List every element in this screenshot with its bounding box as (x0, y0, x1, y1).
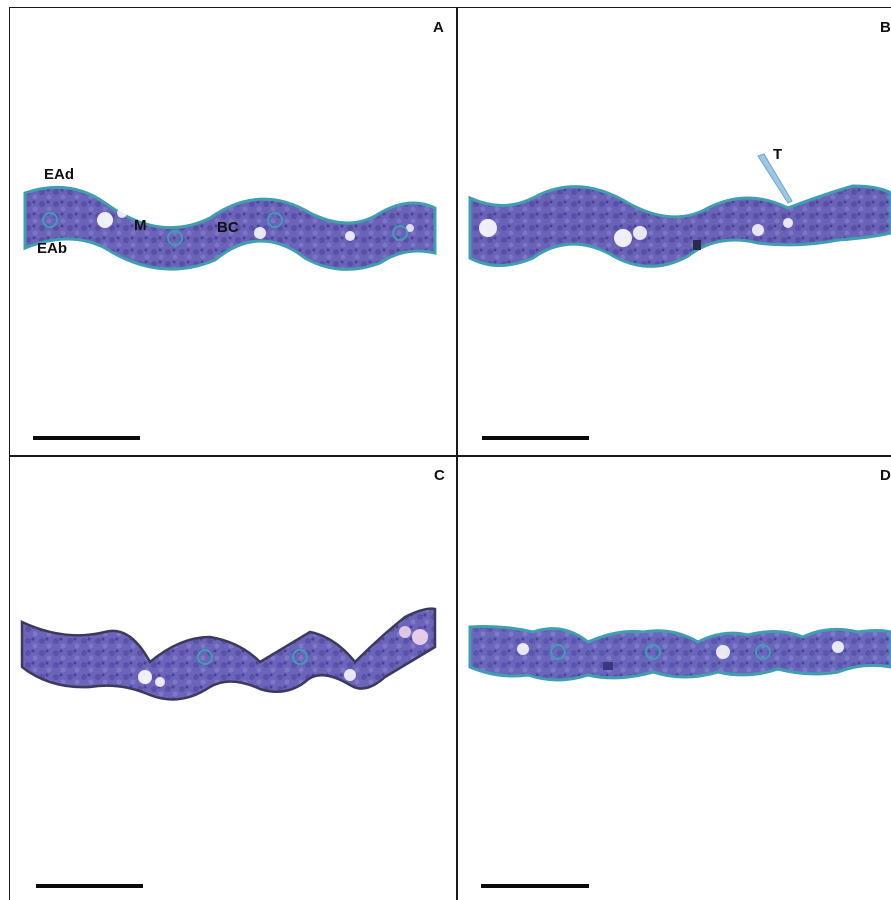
panel-c: C (10, 457, 456, 900)
border-middle-vertical (456, 7, 458, 900)
scale-bar-c (36, 884, 143, 888)
scale-bar-d (481, 884, 589, 888)
annotation-trichome: T (773, 146, 783, 163)
panel-label-b: B (880, 19, 891, 36)
panel-a: A EAd EAb M BC (10, 8, 456, 455)
panel-b: B T (458, 8, 891, 455)
annotation-adaxial-epidermis: EAd (44, 166, 74, 183)
scale-bar-a (33, 436, 140, 440)
panel-d: D (458, 457, 891, 900)
panel-label-d: D (880, 467, 891, 484)
panel-label-c: C (434, 467, 445, 484)
annotation-bulliform-cell: BC (217, 219, 239, 236)
scale-bar-b (482, 436, 589, 440)
leaf-section-a (23, 185, 437, 271)
leaf-section-d (468, 625, 891, 682)
panel-label-a: A (433, 19, 444, 36)
border-left (9, 7, 10, 900)
annotation-abaxial-epidermis: EAb (37, 240, 67, 257)
leaf-section-b (468, 153, 891, 268)
border-middle-horizontal (9, 455, 891, 457)
border-top (9, 7, 891, 8)
leaf-section-c (20, 607, 437, 701)
annotation-mesophyll: M (134, 217, 147, 234)
